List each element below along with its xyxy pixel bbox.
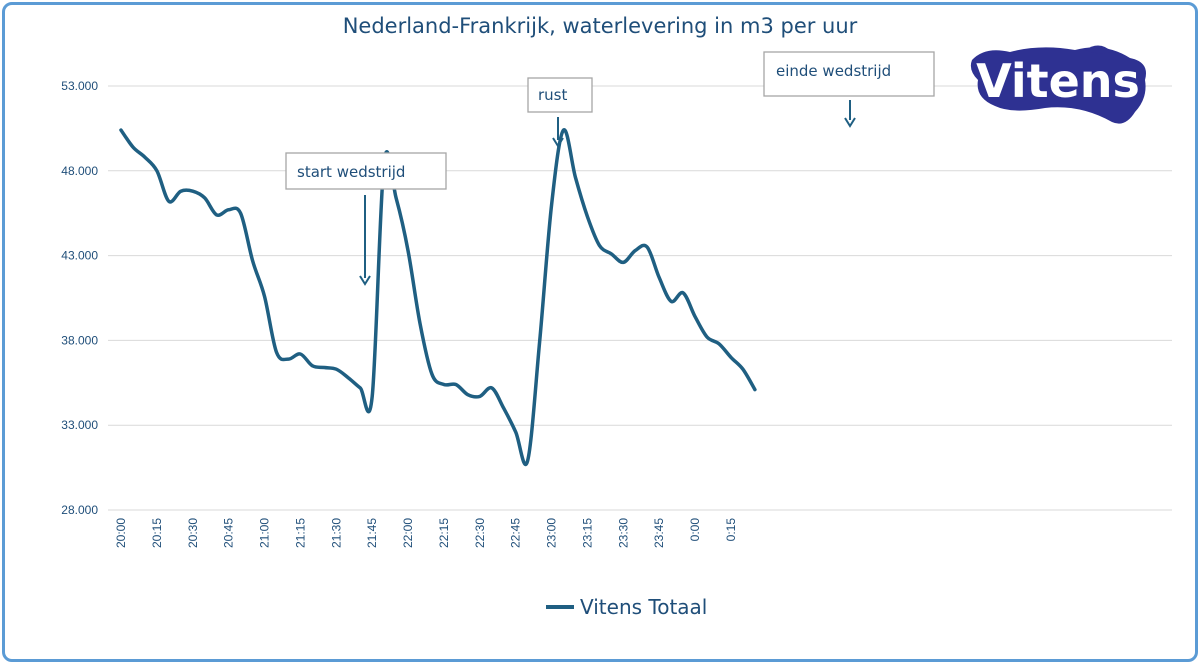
gridlines (108, 85, 1172, 511)
annotation-label: start wedstrijd (297, 163, 405, 181)
annotation-arrow-head (552, 137, 564, 148)
x-tick-label: 23:30 (616, 518, 630, 548)
annotation: einde wedstrijd (763, 51, 935, 128)
annotation-box (285, 152, 447, 190)
annotation-arrow-head (359, 275, 371, 286)
x-tick-label: 21:00 (258, 518, 272, 548)
annotation-box (527, 77, 593, 113)
x-tick-label: 21:45 (365, 518, 379, 548)
logo-wave-shape (970, 47, 1146, 124)
y-tick-label: 43.000 (61, 249, 98, 263)
x-axis-ticks: 20:00 20:15 20:30 20:45 21:00 21:15 21:30 21:45… (114, 518, 738, 548)
x-tick-label: 23:15 (580, 518, 594, 548)
series-line-vitens-totaal (119, 128, 757, 466)
annotation-label: rust (538, 86, 567, 104)
logo-wave-highlight (1085, 45, 1112, 54)
annotation: start wedstrijd (285, 152, 447, 286)
y-axis-ticks: 28.000 33.000 38.000 43.000 48.000 53.000 (61, 79, 98, 517)
annotation: rust (527, 77, 593, 148)
x-tick-label: 23:45 (652, 518, 666, 548)
x-tick-label: 0:00 (688, 518, 702, 542)
legend-label: Vitens Totaal (580, 595, 707, 619)
y-tick-label: 53.000 (61, 79, 98, 93)
chart-title: Nederland-Frankrijk, waterlevering in m3… (343, 14, 858, 38)
annotation-arrow-head (844, 117, 856, 128)
x-tick-label: 22:45 (509, 518, 523, 548)
x-tick-label: 23:00 (545, 518, 559, 548)
legend: Vitens Totaal (546, 595, 707, 619)
y-tick-label: 28.000 (61, 503, 98, 517)
x-tick-label: 21:30 (329, 518, 343, 548)
x-tick-label: 20:15 (150, 518, 164, 548)
series-group (119, 128, 757, 466)
annotations: start wedstrijd rust einde wedstrijd (285, 51, 935, 286)
x-tick-label: 0:15 (724, 518, 738, 542)
x-tick-label: 22:30 (473, 518, 487, 548)
x-tick-label: 21:15 (293, 518, 307, 548)
annotation-box (763, 51, 935, 97)
vitens-logo: Vitens (970, 45, 1146, 124)
x-tick-label: 20:00 (114, 518, 128, 548)
y-tick-label: 33.000 (61, 418, 98, 432)
x-tick-label: 22:00 (401, 518, 415, 548)
annotation-label: einde wedstrijd (776, 62, 891, 80)
y-tick-label: 38.000 (61, 333, 98, 347)
y-tick-label: 48.000 (61, 164, 98, 178)
x-tick-label: 20:30 (186, 518, 200, 548)
x-tick-label: 22:15 (437, 518, 451, 548)
logo-text: Vitens (976, 54, 1140, 108)
x-tick-label: 20:45 (222, 518, 236, 548)
